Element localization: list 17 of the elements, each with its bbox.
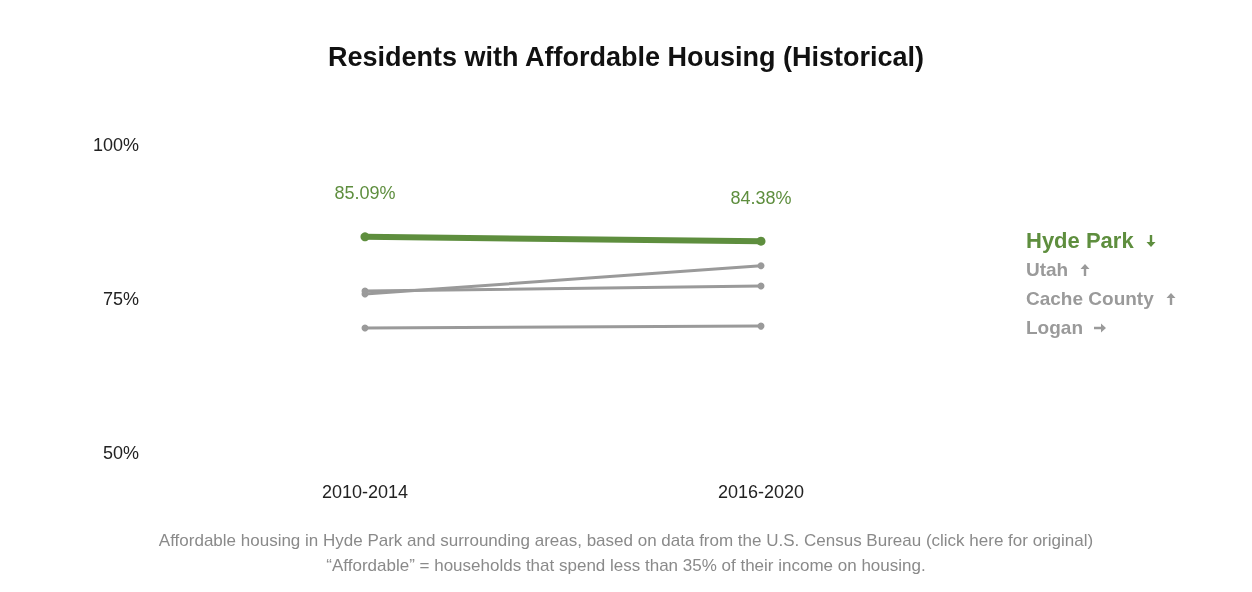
- legend-label: Cache County: [1026, 287, 1154, 310]
- legend-label: Logan: [1026, 316, 1083, 339]
- data-label: 84.38%: [730, 187, 792, 208]
- point: [757, 262, 765, 270]
- y-tick-label: 100%: [92, 135, 139, 155]
- text: Affordable housing in Hyde Park and surrounding areas, based on data from the U.S. Census Bureau (click here for original): [157, 530, 1095, 552]
- text: “Affordable” = households that spend less than 35% of their income on housing.: [325, 555, 927, 577]
- y-tick-label: 50%: [102, 443, 139, 463]
- legend-label: Utah: [1026, 258, 1069, 281]
- legend-label: Hyde Park: [1026, 227, 1134, 254]
- x-tick-label: 2016-2020: [717, 482, 805, 502]
- point: [756, 236, 766, 246]
- point: [360, 232, 370, 242]
- data-label: 85.09%: [334, 183, 396, 204]
- y-tick-label: 75%: [102, 289, 139, 309]
- chart-title: Residents with Affordable Housing (Historical): [327, 41, 925, 72]
- x-tick-label: 2010-2014: [321, 482, 409, 502]
